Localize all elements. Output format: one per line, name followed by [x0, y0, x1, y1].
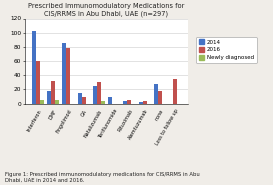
Bar — [32, 31, 36, 104]
Bar — [143, 101, 147, 104]
Bar — [97, 82, 101, 104]
Bar — [47, 91, 51, 104]
Title: Prescribed Immunomodulatory Medications for
CIS/RRMS in Abu Dhabi, UAE (n=297): Prescribed Immunomodulatory Medications … — [28, 3, 185, 16]
Bar — [139, 102, 143, 104]
Text: Figure 1: Prescribed immunomodulatory medications for CIS/RRMS in Abu
Dhabi, UAE: Figure 1: Prescribed immunomodulatory me… — [5, 172, 200, 183]
Bar — [108, 97, 112, 104]
Bar — [154, 84, 158, 104]
Bar — [40, 100, 44, 104]
Bar — [51, 81, 55, 104]
Bar — [127, 100, 131, 104]
Bar — [158, 91, 162, 104]
Bar — [173, 79, 177, 104]
Bar — [123, 101, 127, 104]
Bar — [66, 48, 70, 104]
Bar — [101, 101, 105, 104]
Bar — [82, 97, 86, 104]
Bar — [63, 43, 66, 104]
Legend: 2014, 2016, Newly diagnosed: 2014, 2016, Newly diagnosed — [196, 37, 257, 63]
Bar — [55, 100, 59, 104]
Bar — [36, 61, 40, 104]
Bar — [93, 86, 97, 104]
Bar — [78, 93, 82, 104]
